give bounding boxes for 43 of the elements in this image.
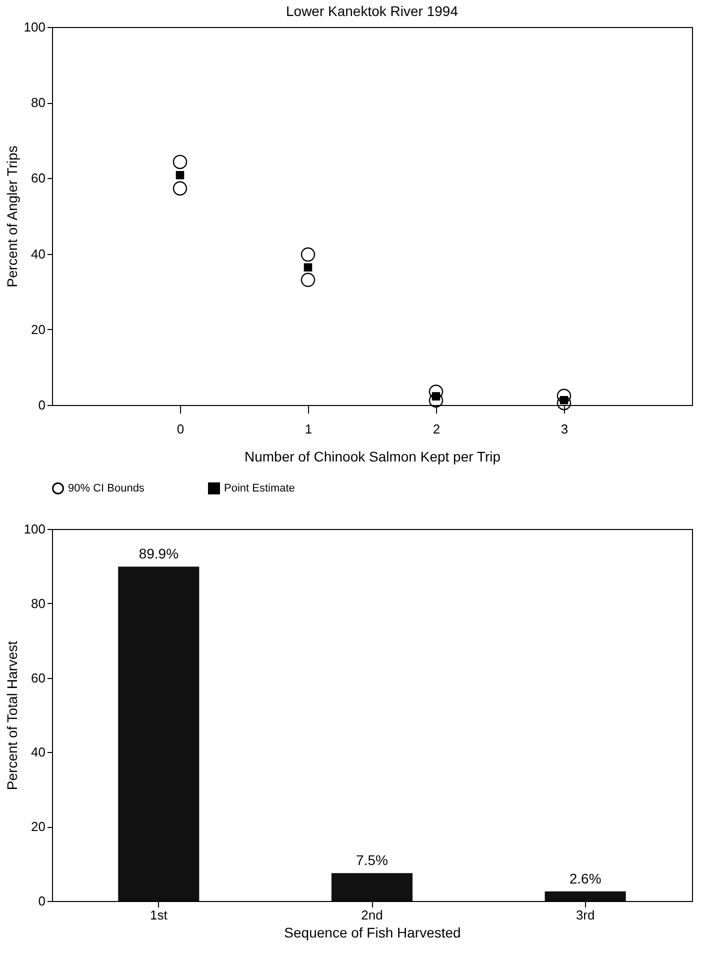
chart-title: Lower Kanektok River 1994 xyxy=(286,3,458,19)
x-tick-label: 3rd xyxy=(576,908,595,922)
y-axis-title: Percent of Angler Trips xyxy=(4,146,20,288)
x-tick-label: 2 xyxy=(432,422,440,436)
x-axis-title: Number of Chinook Salmon Kept per Trip xyxy=(244,448,501,464)
point xyxy=(428,393,444,408)
legend-label: Point Estimate xyxy=(224,482,295,494)
y-tick-label: 80 xyxy=(31,95,46,110)
bar xyxy=(544,891,626,901)
point xyxy=(172,154,188,170)
y-tick-label: 0 xyxy=(38,894,46,908)
y-tick-label: 100 xyxy=(24,522,46,536)
y-tick-label: 100 xyxy=(24,20,46,34)
y-tick-label: 0 xyxy=(38,398,46,412)
point xyxy=(176,171,184,180)
y-tick-label: 80 xyxy=(31,596,46,611)
y-tick-label: 20 xyxy=(31,322,46,337)
bar xyxy=(118,566,200,901)
point xyxy=(556,388,572,404)
point xyxy=(428,384,444,399)
y-tick-label: 60 xyxy=(31,670,46,686)
x-axis-title: Sequence of Fish Harvested xyxy=(284,924,461,940)
x-tick-label: 1st xyxy=(150,908,168,922)
y-tick-label: 40 xyxy=(31,246,46,262)
bar xyxy=(331,873,413,901)
y-tick-label: 60 xyxy=(31,170,46,186)
point xyxy=(172,181,188,196)
point xyxy=(556,396,572,410)
point xyxy=(300,247,316,262)
point xyxy=(300,272,316,287)
x-tick-label: 2nd xyxy=(361,908,383,922)
data-label: 2.6% xyxy=(569,870,602,886)
x-tick-label: 1 xyxy=(304,422,312,436)
x-tick-label: 0 xyxy=(176,422,184,436)
point xyxy=(304,263,312,272)
y-tick-label: 20 xyxy=(31,819,46,834)
point xyxy=(432,392,440,400)
y-axis-title: Percent of Total Harvest xyxy=(4,640,20,790)
legend-label: 90% CI Bounds xyxy=(68,482,145,494)
x-tick-label: 3 xyxy=(560,422,568,436)
y-tick-label: 40 xyxy=(31,744,46,760)
data-label: 7.5% xyxy=(356,852,388,868)
data-label: 89.9% xyxy=(138,546,179,562)
